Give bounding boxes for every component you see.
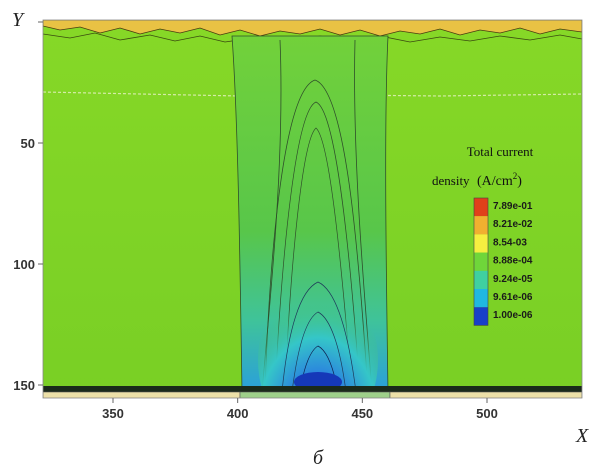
legend: Total current density (A/cm2) 7.89e-01 8.… bbox=[432, 144, 534, 326]
x-axis-ticks: 350 400 450 500 bbox=[102, 398, 498, 421]
substrate-right bbox=[389, 391, 582, 398]
plot-frame bbox=[42, 19, 583, 399]
substrate-left bbox=[43, 391, 241, 398]
y-axis-ticks: 50 100 150 bbox=[13, 21, 43, 393]
legend-entry-label: 8.21e-02 bbox=[493, 219, 533, 230]
hot-spot-contour-2 bbox=[291, 311, 347, 393]
legend-swatch bbox=[474, 216, 488, 235]
legend-entry-label: 7.89e-01 bbox=[493, 201, 533, 212]
hot-spot bbox=[258, 280, 378, 398]
substrate-center bbox=[239, 391, 391, 398]
legend-bar-frame bbox=[473, 197, 489, 326]
legend-entry-label: 9.61e-06 bbox=[493, 292, 533, 303]
legend-labels: 7.89e-01 8.21e-02 8.54-03 8.88e-04 9.24e-05 9… bbox=[493, 201, 533, 321]
legend-colorbar bbox=[473, 197, 489, 326]
bottom-contact-band bbox=[43, 386, 582, 392]
channel-contour-2 bbox=[264, 79, 369, 393]
legend-entry-label: 1.00e-06 bbox=[493, 310, 533, 321]
x-tick-label: 400 bbox=[227, 406, 249, 421]
channel-contour-4 bbox=[284, 127, 353, 393]
legend-swatch bbox=[474, 234, 488, 253]
legend-title: Total current bbox=[467, 144, 534, 159]
legend-entry-label: 8.88e-04 bbox=[493, 256, 533, 267]
y-tick-label: 100 bbox=[13, 257, 35, 272]
legend-swatch bbox=[474, 252, 488, 271]
x-tick-label: 450 bbox=[351, 406, 373, 421]
legend-entry-label: 8.54-03 bbox=[493, 237, 527, 248]
x-axis-letter: X bbox=[575, 425, 589, 447]
legend-unit: (A/cm2) bbox=[477, 171, 522, 189]
plot-area bbox=[43, 20, 582, 398]
legend-unit-open: (A/cm bbox=[477, 174, 513, 189]
legend-swatch bbox=[474, 270, 488, 289]
y-axis-letter: Y bbox=[12, 9, 25, 31]
y-tick-label: 50 bbox=[21, 136, 35, 151]
channel-contour-3 bbox=[274, 101, 361, 393]
hot-spot-contour-3 bbox=[299, 345, 339, 393]
y-tick-label: 150 bbox=[13, 378, 35, 393]
figure-caption: б bbox=[313, 447, 324, 469]
legend-swatch bbox=[474, 289, 488, 308]
hot-spot-contour-1 bbox=[281, 281, 357, 393]
x-tick-label: 500 bbox=[476, 406, 498, 421]
legend-title-line2: density bbox=[432, 173, 470, 188]
legend-unit-close: ) bbox=[517, 174, 522, 189]
legend-swatch bbox=[474, 307, 488, 326]
x-tick-label: 350 bbox=[102, 406, 124, 421]
legend-swatch bbox=[474, 198, 488, 217]
legend-unit-exp: 2 bbox=[513, 171, 518, 181]
top-contact-contours bbox=[43, 20, 582, 37]
legend-entry-label: 9.24e-05 bbox=[493, 274, 533, 285]
